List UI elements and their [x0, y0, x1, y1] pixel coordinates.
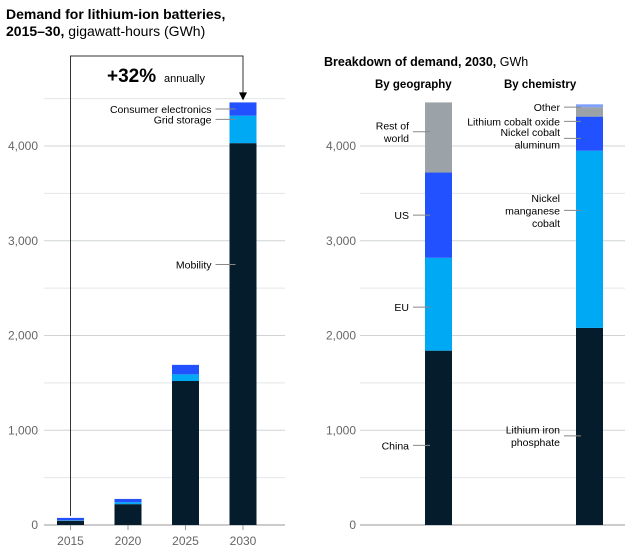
right-y-tick-label: 0	[349, 518, 356, 532]
segment-eu	[425, 257, 452, 351]
cagr-text: annually	[164, 73, 205, 85]
header-by-geography: By geography	[375, 79, 452, 91]
segment-other	[576, 104, 603, 108]
cagr-annotation: +32% annually	[70, 55, 247, 516]
x-tick-label-2020: 2020	[115, 534, 142, 548]
segment-label-lithium-iron-phosphate: Lithium iron	[506, 425, 560, 437]
left-y-tick-label: 4,000	[8, 139, 38, 153]
segment-label-nickel-manganese-cobalt: Nickel	[531, 193, 560, 205]
bar-2025-grid-storage	[172, 374, 199, 381]
segment-label-us: US	[394, 210, 409, 222]
bar-2025-consumer-electronics	[172, 364, 199, 375]
segment-label-rest-of-world: Rest of	[376, 121, 409, 133]
segment-nickel-manganese-cobalt	[576, 150, 603, 328]
left-chart-subtitle: 2015–30, gigawatt-hours (GWh)	[6, 23, 205, 39]
bar-2015-mobility	[57, 520, 84, 525]
segment-china	[425, 350, 452, 525]
left-chart-subtitle-bold: 2015–30,	[6, 23, 64, 39]
segment-label-rest-of-world: world	[383, 133, 409, 145]
series-label-consumer-electronics: Consumer electronics	[110, 104, 212, 116]
bar-2015-consumer-electronics	[57, 517, 84, 521]
bar-2020-grid-storage	[114, 502, 142, 505]
x-tick-label-2025: 2025	[172, 534, 199, 548]
segment-label-nickel-cobalt-aluminum: Nickel cobalt	[500, 127, 560, 139]
left-y-tick-label: 3,000	[8, 234, 38, 248]
bar-2030-mobility	[229, 143, 257, 525]
left-y-tick-label: 2,000	[8, 329, 38, 343]
bar-2020-consumer-electronics	[114, 498, 142, 503]
bar-2030-consumer-electronics	[229, 102, 257, 116]
bar-2025-mobility	[172, 380, 199, 525]
segment-nickel-cobalt-aluminum	[576, 116, 603, 151]
cagr-arrowhead	[239, 92, 247, 101]
segment-rest-of-world	[425, 102, 452, 173]
segment-label-other: Other	[534, 102, 561, 114]
right-bars	[425, 102, 603, 525]
segment-lithium-cobalt-oxide	[576, 107, 603, 117]
bar-2020-mobility	[114, 504, 142, 525]
left-x-tick-labels: 2015 2020 2025 2030	[57, 525, 257, 548]
segment-label-nickel-manganese-cobalt: manganese	[505, 205, 560, 217]
right-y-tick-label: 2,000	[326, 329, 356, 343]
x-tick-label-2030: 2030	[230, 534, 257, 548]
right-y-tick-label: 4,000	[326, 139, 356, 153]
segment-label-lithium-cobalt-oxide: Lithium cobalt oxide	[467, 116, 560, 128]
bar-2030-grid-storage	[229, 115, 257, 144]
right-chart-title: Breakdown of demand, 2030, GWh	[324, 55, 528, 69]
cagr-bracket-line	[70, 55, 244, 516]
segment-lithium-iron-phosphate	[576, 327, 603, 525]
right-y-tick-labels: 0 1,000 2,000 3,000 4,000	[326, 139, 356, 532]
cagr-value: +32%	[107, 66, 156, 87]
left-gridlines	[44, 98, 285, 526]
left-y-tick-label: 0	[31, 518, 38, 532]
segment-label-nickel-manganese-cobalt: cobalt	[532, 218, 560, 230]
right-chart-title-bold: Breakdown of demand, 2030,	[324, 55, 496, 69]
left-bars	[57, 102, 257, 525]
header-by-chemistry: By chemistry	[504, 79, 577, 91]
series-label-grid-storage: Grid storage	[154, 114, 212, 126]
left-y-tick-label: 1,000	[8, 423, 38, 437]
right-y-tick-label: 3,000	[326, 234, 356, 248]
segment-label-china: China	[382, 440, 410, 452]
segment-label-eu: EU	[394, 302, 409, 314]
series-label-mobility: Mobility	[176, 259, 212, 271]
segment-label-lithium-iron-phosphate: phosphate	[511, 437, 560, 449]
right-chart-title-rest: GWh	[496, 55, 528, 69]
left-chart-subtitle-rest: gigawatt-hours (GWh)	[64, 23, 205, 39]
segment-label-nickel-cobalt-aluminum: aluminum	[514, 140, 560, 152]
x-tick-label-2015: 2015	[57, 534, 84, 548]
left-y-tick-labels: 0 1,000 2,000 3,000 4,000	[8, 139, 38, 532]
right-y-tick-label: 1,000	[326, 423, 356, 437]
left-chart-title: Demand for lithium-ion batteries,	[6, 6, 225, 22]
